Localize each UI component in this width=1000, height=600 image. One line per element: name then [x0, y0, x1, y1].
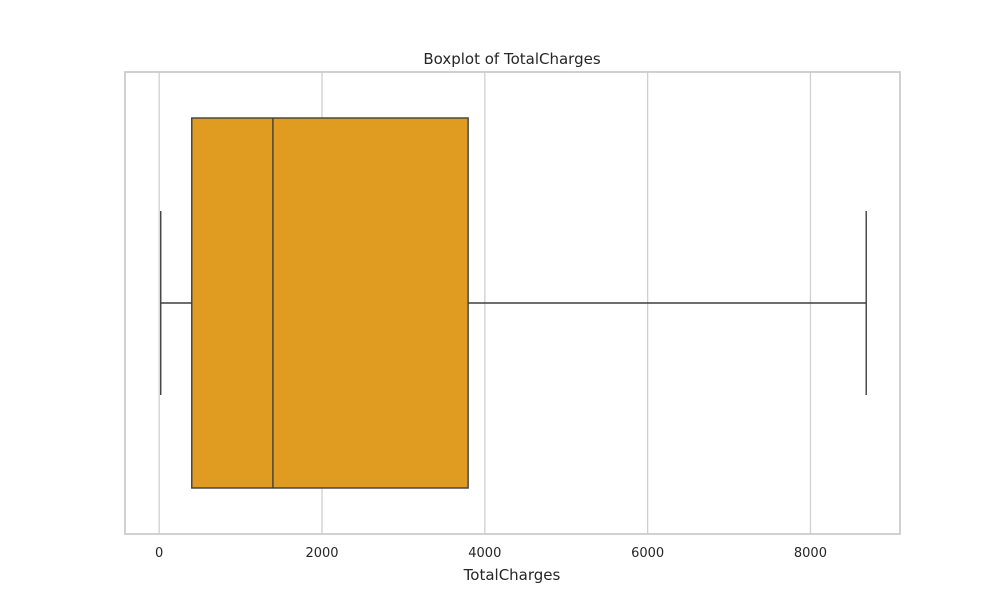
iqr-box	[191, 117, 469, 489]
x-tick-labels: 0 2000 4000 6000 8000	[155, 546, 827, 561]
box-plot	[160, 117, 867, 489]
plot-frame	[124, 71, 901, 535]
x-tick-label: 2000	[305, 546, 338, 561]
x-tick-label: 6000	[631, 546, 664, 561]
x-axis-label: TotalCharges	[463, 566, 561, 584]
x-tick-label: 8000	[794, 546, 827, 561]
chart-title: Boxplot of TotalCharges	[423, 50, 600, 68]
x-tick-label: 4000	[468, 546, 501, 561]
x-tick-label: 0	[155, 546, 163, 561]
